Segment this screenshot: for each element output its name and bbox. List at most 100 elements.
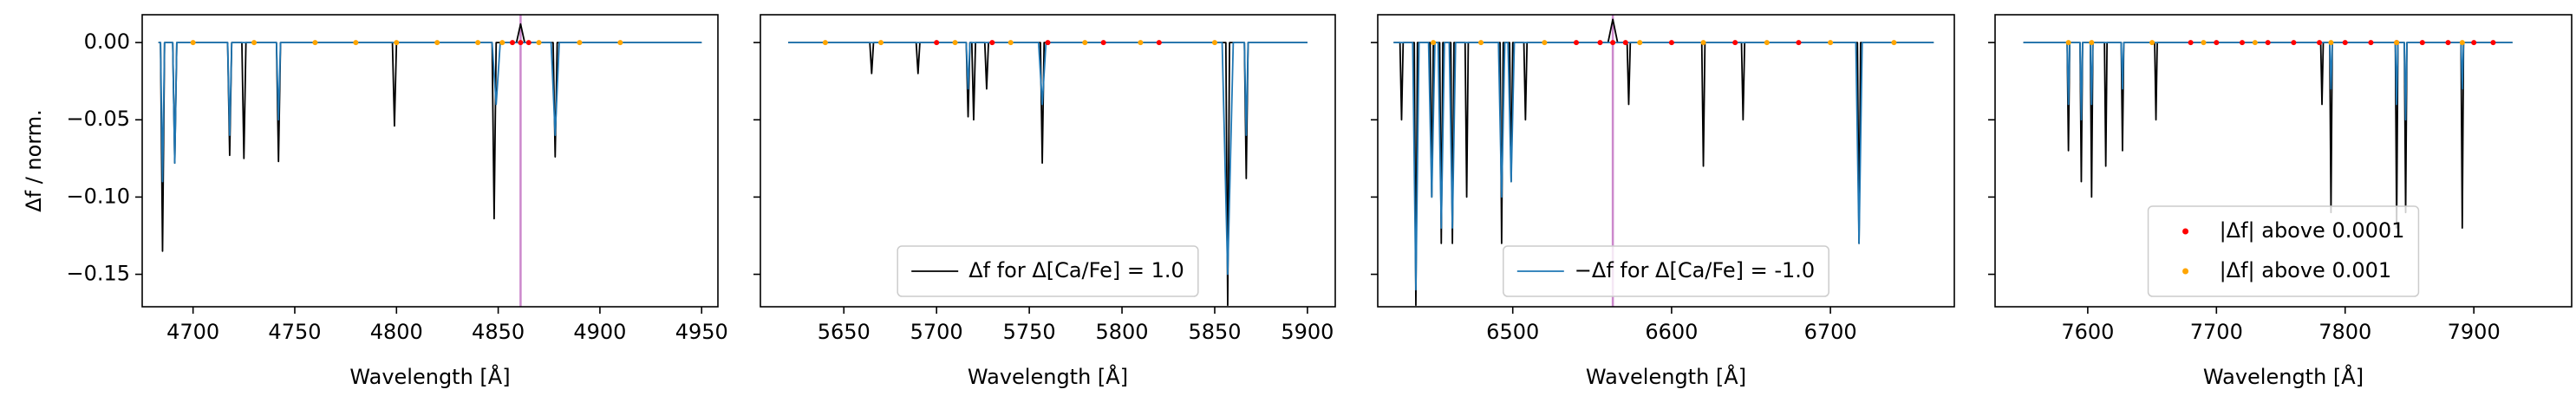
legend: Δf for Δ[Ca/Fe] = 1.0 (897, 245, 1199, 297)
point (1700, 40, 1706, 46)
point (518, 40, 524, 46)
y-axis-label: Δf / norm. (22, 109, 46, 212)
x-tick-label: 6700 (1804, 320, 1857, 344)
point (475, 40, 481, 46)
point (1478, 40, 1484, 46)
point (1828, 40, 1834, 46)
x-tick-label: 5750 (1003, 320, 1056, 344)
y-tick-label: 0.00 (84, 29, 130, 54)
legend: −Δf for Δ[Ca/Fe] = -1.0 (1503, 245, 1829, 297)
x-tick-label: 4850 (472, 320, 525, 344)
point (1156, 40, 1162, 46)
point (2291, 40, 2297, 46)
point (536, 40, 542, 46)
point (2240, 40, 2245, 46)
spectrum-line (2023, 42, 2513, 229)
point (617, 40, 623, 46)
point (2368, 40, 2374, 46)
point (1082, 40, 1088, 46)
point (577, 40, 583, 46)
x-tick-label: 5700 (910, 320, 963, 344)
point (510, 40, 516, 46)
point (2252, 40, 2258, 46)
point (1138, 40, 1144, 46)
point (2328, 40, 2334, 46)
x-tick-label: 5800 (1096, 320, 1149, 344)
panel: 5650 5700 5750 5800 5850 5900 Wavelength [Å] Δf… (753, 14, 1336, 389)
legend-swatch (2182, 228, 2189, 235)
legend-box (1503, 245, 1829, 297)
x-tick-label: 6500 (1486, 320, 1539, 344)
point (1008, 40, 1014, 46)
plot-frame (1994, 14, 2573, 308)
plot-frame (1377, 14, 1955, 308)
point (2342, 40, 2348, 46)
point (989, 40, 995, 46)
panel: 6500 6600 6700 Wavelength [Å] −Δf for Δ[Ca/F… (1371, 14, 1955, 389)
legend-label: −Δf for Δ[Ca/Fe] = -1.0 (1575, 258, 1815, 282)
y-tick-label: −0.15 (66, 262, 130, 286)
plot-frame (760, 14, 1336, 308)
x-tick-label: 4950 (675, 320, 728, 344)
point (2445, 40, 2451, 46)
panel: 7600 7700 7800 7900 Wavelength [Å] |Δf| above… (1988, 14, 2573, 389)
point (1573, 40, 1579, 46)
x-axis-label: Wavelength [Å] (968, 364, 1128, 389)
x-tick-label: 4700 (166, 320, 219, 344)
x-tick-label: 7900 (2448, 320, 2501, 344)
point (2188, 40, 2194, 46)
point (525, 40, 532, 46)
point (1668, 40, 1674, 46)
x-axis-label: Wavelength [Å] (2203, 364, 2364, 389)
point (2419, 40, 2425, 46)
point (1610, 40, 1616, 46)
y-tick-label: −0.05 (66, 107, 130, 131)
x-tick-label: 4750 (268, 320, 321, 344)
point (1622, 40, 1628, 46)
point (1045, 40, 1051, 46)
legend-box (2147, 205, 2420, 297)
point (190, 40, 196, 46)
legend-label: |Δf| above 0.0001 (2220, 218, 2405, 243)
x-tick-label: 7700 (2190, 320, 2243, 344)
point (2149, 40, 2155, 46)
legend-box (897, 245, 1199, 297)
point (434, 40, 440, 46)
x-tick-label: 5650 (818, 320, 871, 344)
x-axis-label: Wavelength [Å] (1586, 364, 1746, 389)
legend-swatch (2182, 268, 2189, 275)
spectrum-line (1393, 42, 1934, 291)
point (1637, 40, 1643, 46)
legend-label: Δf for Δ[Ca/Fe] = 1.0 (968, 258, 1184, 282)
point (1796, 40, 1802, 46)
point (2201, 40, 2207, 46)
point (934, 40, 940, 46)
x-tick-label: 5900 (1281, 320, 1334, 344)
point (2214, 40, 2220, 46)
y-tick-label: −0.10 (66, 184, 130, 208)
x-tick-label: 7600 (2061, 320, 2114, 344)
point (1211, 40, 1217, 46)
spectrum-line (158, 42, 702, 183)
x-tick-label: 4900 (573, 320, 626, 344)
point (2394, 40, 2400, 46)
spectrum-line (2023, 42, 2513, 121)
point (2317, 40, 2323, 46)
point (1542, 40, 1548, 46)
point (1732, 40, 1738, 46)
point (1597, 40, 1603, 46)
point (499, 40, 505, 46)
x-tick-label: 4800 (370, 320, 423, 344)
panel: 4700 4750 4800 4850 4900 4950 −0.15 −0.10 −0.05 0… (22, 14, 728, 389)
point (2471, 40, 2477, 46)
point (1891, 40, 1897, 46)
point (394, 40, 400, 46)
legend: |Δf| above 0.0001 |Δf| above 0.001 (2147, 205, 2420, 297)
x-tick-label: 6600 (1645, 320, 1698, 344)
x-tick-label: 7800 (2318, 320, 2371, 344)
point (822, 40, 828, 46)
point (2490, 40, 2496, 46)
point (2459, 40, 2465, 46)
point (878, 40, 884, 46)
point (1431, 40, 1437, 46)
